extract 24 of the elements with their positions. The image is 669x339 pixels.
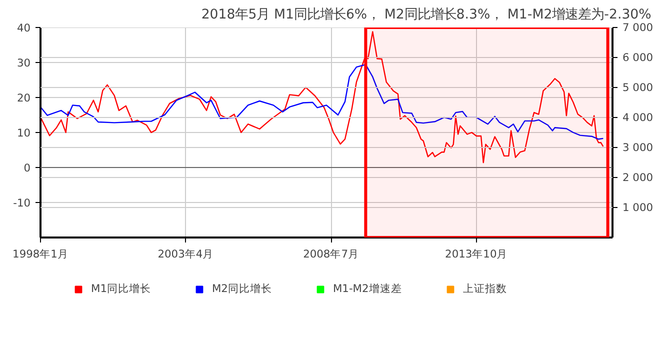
y2-tick-label: 5 000 <box>622 81 654 94</box>
x-tick-label: 2003年4月 <box>158 248 214 260</box>
y2-tick-label: 7 000 <box>622 21 654 34</box>
x-tick-label: 2008年7月 <box>303 248 360 260</box>
x-tick-label: 1998年1月 <box>12 248 68 260</box>
y2-tick-label: 1 000 <box>622 201 654 214</box>
line-series <box>40 64 604 140</box>
legend-label: M2同比增长 <box>212 282 272 296</box>
y2-tick-label: 3 000 <box>622 141 654 154</box>
y2-tick-label: 2 000 <box>622 171 654 184</box>
y2-tick-label: 6 000 <box>622 51 654 64</box>
y-tick-label: 30 <box>16 56 31 70</box>
y-tick-label: 20 <box>16 92 31 104</box>
y-tick-label: 0 <box>24 162 31 174</box>
y-tick-label: 10 <box>16 126 31 140</box>
y-tick-label: -10 <box>13 196 31 210</box>
y2-tick-label: 4 000 <box>622 111 654 124</box>
legend-label: M1同比增长 <box>91 282 151 296</box>
legend-label: 上证指数 <box>462 282 507 296</box>
legend-label: M1-M2增速差 <box>332 282 402 296</box>
y-tick-label: 40 <box>16 22 31 34</box>
line-series <box>40 31 604 164</box>
x-tick-label: 2013年10月 <box>445 248 508 260</box>
chart-title: 2018年5月 M1同比增长6%， M2同比增长8.3%， M1-M2增速差为-2.30% <box>201 8 652 22</box>
